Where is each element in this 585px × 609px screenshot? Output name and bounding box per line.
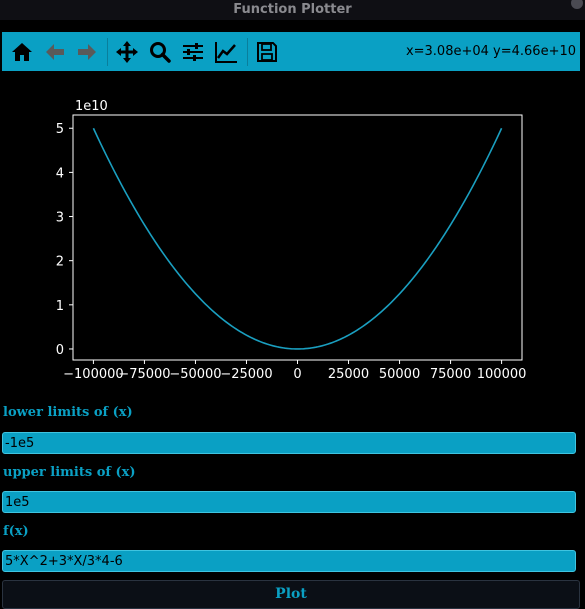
x-tick-label: −75000 [118, 367, 170, 382]
back-button[interactable] [42, 39, 68, 65]
lower-limit-input[interactable] [2, 432, 576, 454]
forward-arrow-icon [78, 44, 96, 60]
function-plot[interactable]: 1e10 −100000−75000−50000−25000 0 25000 5000… [0, 90, 585, 390]
edit-axis-icon [215, 42, 237, 63]
cursor-coordinates: x=3.08e+04 y=4.66e+10 [405, 44, 576, 59]
axes-frame [72, 114, 523, 361]
y-tick-label: 1 [56, 299, 64, 314]
home-button[interactable] [9, 39, 35, 65]
close-window-icon[interactable] [571, 0, 583, 9]
pan-icon [116, 41, 138, 63]
y-tick-label: 5 [56, 122, 64, 137]
title-bar: Function Plotter [0, 0, 585, 20]
window-title: Function Plotter [233, 2, 352, 17]
y-tick-label: 0 [56, 343, 64, 358]
function-label: f(x) [3, 524, 29, 539]
save-icon [257, 42, 277, 62]
configure-subplots-button[interactable] [180, 39, 206, 65]
y-tick-label: 3 [56, 211, 64, 226]
lower-limit-label: lower limits of (x) [3, 405, 133, 420]
configure-subplots-icon [183, 43, 203, 61]
y-tick-label: 4 [56, 166, 64, 181]
x-tick-label: −25000 [220, 367, 272, 382]
edit-axis-button[interactable] [213, 39, 239, 65]
x-tick-label: −100000 [63, 367, 124, 382]
zoom-button[interactable] [147, 39, 173, 65]
toolbar-separator [247, 38, 248, 66]
forward-button[interactable] [74, 39, 100, 65]
plot-toolbar: x=3.08e+04 y=4.66e+10 [2, 32, 580, 71]
plot-button[interactable]: Plot [2, 580, 580, 609]
x-tick-label: 50000 [379, 367, 420, 382]
function-curve [92, 127, 503, 350]
toolbar-separator [107, 38, 108, 66]
home-icon [12, 43, 32, 61]
x-tick-label: 0 [293, 367, 301, 382]
function-input[interactable] [2, 550, 576, 572]
upper-limit-input[interactable] [2, 491, 576, 513]
back-arrow-icon [46, 44, 64, 60]
y-tick-label: 2 [56, 255, 64, 270]
x-tick-label: 25000 [328, 367, 369, 382]
save-button[interactable] [254, 39, 280, 65]
x-tick-label: 100000 [477, 367, 527, 382]
x-tick-label: −50000 [169, 367, 221, 382]
zoom-icon [150, 42, 171, 63]
pan-button[interactable] [114, 39, 140, 65]
upper-limit-label: upper limits of (x) [3, 465, 136, 480]
offset-label: 1e10 [75, 99, 108, 114]
x-tick-label: 75000 [430, 367, 471, 382]
